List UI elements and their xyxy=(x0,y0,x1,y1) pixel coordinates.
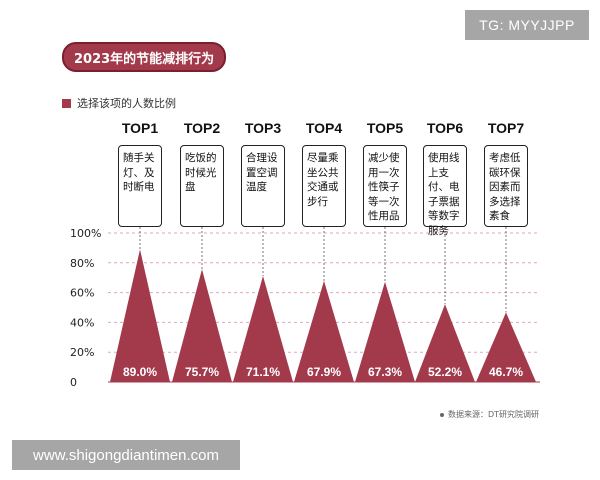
value-label: 67.3% xyxy=(368,365,402,379)
legend: 选择该项的人数比例 xyxy=(62,95,176,111)
description-card: 尽量乘坐公共交通或步行 xyxy=(302,145,346,227)
rank-label: TOP2 xyxy=(183,120,221,136)
rank-label: TOP7 xyxy=(487,120,525,136)
bar-triangle xyxy=(476,312,536,382)
description-card: 减少使用一次性筷子等一次性用品 xyxy=(363,145,407,227)
y-tick-label: 80% xyxy=(70,257,94,270)
footnote-dot xyxy=(440,412,444,417)
bar-triangle xyxy=(355,281,415,382)
value-label: 52.2% xyxy=(428,365,462,379)
description-card: 随手关灯、及时断电 xyxy=(118,145,162,227)
value-label: 46.7% xyxy=(489,365,523,379)
watermark-bottom: www.shigongdiantimen.com xyxy=(12,440,240,470)
bar-triangle xyxy=(233,276,293,382)
rank-label: TOP5 xyxy=(366,120,404,136)
value-label: 67.9% xyxy=(307,365,341,379)
y-tick-label: 100% xyxy=(70,227,101,240)
description-card: 考虑低碳环保因素而多选择素食 xyxy=(484,145,528,227)
description-card: 使用线上支付、电子票据等数字服务 xyxy=(423,145,467,237)
description-card: 合理设置空调温度 xyxy=(241,145,285,227)
value-label: 89.0% xyxy=(123,365,157,379)
legend-label: 选择该项的人数比例 xyxy=(77,97,176,110)
watermark-top: TG: MYYJJPP xyxy=(465,10,589,40)
value-label: 75.7% xyxy=(185,365,219,379)
rank-label: TOP4 xyxy=(305,120,343,136)
bar-triangle xyxy=(415,304,475,382)
y-tick-label: 0 xyxy=(70,376,77,389)
rank-label: TOP6 xyxy=(426,120,464,136)
description-card: 吃饭的时候光盘 xyxy=(180,145,224,227)
legend-swatch xyxy=(62,98,71,108)
footnote: 数据来源：DT研究院调研 xyxy=(440,409,539,420)
y-tick-label: 40% xyxy=(70,316,94,329)
bar-triangle xyxy=(172,269,232,382)
value-label: 71.1% xyxy=(246,365,280,379)
y-tick-label: 60% xyxy=(70,287,94,300)
rank-label: TOP1 xyxy=(121,120,159,136)
rank-label: TOP3 xyxy=(244,120,282,136)
bar-triangle xyxy=(110,249,170,382)
y-tick-label: 20% xyxy=(70,346,94,359)
rank-labels: TOP1 TOP2 TOP3 TOP4 TOP5 TOP6 TOP7 xyxy=(0,120,600,140)
footnote-text: 数据来源：DT研究院调研 xyxy=(448,410,540,419)
bar-triangle xyxy=(294,280,354,382)
chart-title: 2023年的节能减排行为 xyxy=(62,42,227,72)
